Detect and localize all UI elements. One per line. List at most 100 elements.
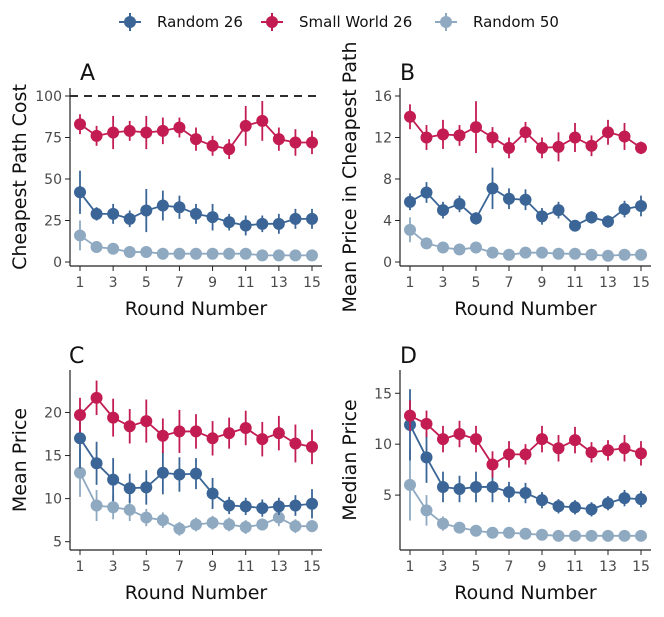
y-tick-label: 0 xyxy=(53,255,62,271)
y-tick-label: 75 xyxy=(44,131,62,147)
data-point xyxy=(585,529,598,542)
x-tick-label: 13 xyxy=(270,559,288,575)
y-tick-label: 5 xyxy=(383,488,392,504)
data-point xyxy=(486,458,499,471)
data-point xyxy=(107,411,120,424)
data-point xyxy=(519,448,532,461)
x-tick-label: 9 xyxy=(538,275,547,291)
y-tick-label: 0 xyxy=(383,255,392,271)
series-random-26 xyxy=(404,167,647,232)
data-point xyxy=(602,215,614,228)
data-point xyxy=(190,207,202,220)
data-point xyxy=(190,518,202,531)
data-point xyxy=(503,248,515,261)
data-point xyxy=(90,241,103,254)
y-tick-label: 20 xyxy=(44,405,62,421)
data-point xyxy=(552,529,565,542)
data-point xyxy=(486,246,499,259)
y-axis-title: Mean Price in Cheapest Path xyxy=(339,41,361,312)
data-point xyxy=(569,247,581,260)
data-point xyxy=(486,480,499,493)
data-point xyxy=(453,129,466,142)
data-point xyxy=(519,487,532,500)
data-point xyxy=(140,126,153,139)
data-point xyxy=(256,433,269,446)
data-point xyxy=(306,212,318,225)
data-point xyxy=(552,140,565,153)
data-point xyxy=(585,503,598,516)
data-point xyxy=(123,212,136,225)
data-point xyxy=(123,124,136,137)
data-point xyxy=(486,526,499,539)
x-axis-title: Round Number xyxy=(125,298,268,320)
legend-label: Small World 26 xyxy=(299,13,412,31)
x-axis-title: Round Number xyxy=(454,582,597,604)
data-point xyxy=(173,121,186,134)
data-point xyxy=(503,192,515,205)
data-point xyxy=(602,497,614,510)
y-axis-title: Mean Price xyxy=(9,408,31,512)
series-small-world-26 xyxy=(404,400,647,478)
y-tick-label: 8 xyxy=(383,172,392,188)
data-point xyxy=(404,223,416,236)
data-point xyxy=(223,247,236,260)
data-point xyxy=(272,133,285,146)
data-point xyxy=(173,522,186,535)
x-tick-label: 3 xyxy=(439,275,448,291)
series-random-50 xyxy=(74,220,318,262)
data-point xyxy=(107,501,120,514)
data-point xyxy=(602,529,614,542)
data-point xyxy=(306,440,318,453)
data-point xyxy=(289,212,302,225)
x-tick-label: 5 xyxy=(142,559,151,575)
data-point xyxy=(635,141,647,154)
data-point xyxy=(156,247,169,260)
panel-letter-a: A xyxy=(80,61,95,86)
legend-key-point xyxy=(124,16,136,28)
data-point xyxy=(140,415,153,428)
x-tick-label: 5 xyxy=(472,559,481,575)
data-point xyxy=(306,497,318,510)
data-point xyxy=(190,247,202,260)
data-point xyxy=(503,486,515,499)
legend-label: Random 26 xyxy=(157,13,243,31)
y-tick-label: 15 xyxy=(44,449,62,465)
data-point xyxy=(74,466,86,479)
data-point xyxy=(140,511,153,524)
data-point xyxy=(569,219,581,232)
data-point xyxy=(519,246,532,259)
legend-key-point xyxy=(440,16,452,28)
data-point xyxy=(585,248,598,261)
data-point xyxy=(223,518,236,531)
data-point xyxy=(272,217,285,230)
x-tick-label: 5 xyxy=(142,275,151,291)
data-point xyxy=(272,511,285,524)
legend: Random 26 Small World 26 Random 50 xyxy=(119,13,559,31)
data-point xyxy=(206,247,219,260)
data-point xyxy=(552,442,565,455)
data-point xyxy=(123,420,136,433)
data-point xyxy=(173,247,186,260)
series-random-26 xyxy=(74,408,318,519)
data-point xyxy=(453,521,466,534)
data-point xyxy=(256,249,269,262)
series-small-world-26 xyxy=(404,101,647,162)
data-point xyxy=(156,199,169,212)
data-point xyxy=(123,482,136,495)
data-point xyxy=(486,182,499,195)
data-point xyxy=(223,216,236,229)
data-point xyxy=(289,136,302,149)
data-point xyxy=(256,217,269,230)
y-tick-label: 10 xyxy=(374,437,392,453)
x-tick-label: 15 xyxy=(303,275,321,291)
x-tick-label: 13 xyxy=(599,559,617,575)
data-point xyxy=(74,432,86,445)
data-point xyxy=(437,128,449,141)
y-tick-label: 16 xyxy=(374,89,392,105)
x-tick-label: 7 xyxy=(505,559,514,575)
data-point xyxy=(635,493,647,506)
y-tick-label: 25 xyxy=(44,214,62,230)
data-point xyxy=(404,409,416,422)
data-point xyxy=(90,391,103,404)
